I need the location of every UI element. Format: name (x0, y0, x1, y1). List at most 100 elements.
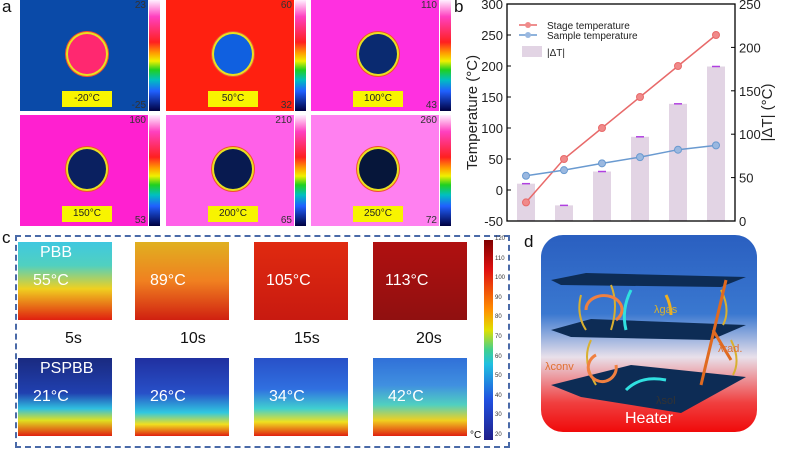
delta-t-bar (593, 171, 611, 221)
pbb-temp: 55°C (33, 272, 69, 289)
stage-temperature-point (522, 198, 530, 207)
time-label: 5s (65, 330, 82, 347)
pbb-cube: 89°C (135, 242, 229, 320)
sample-temperature-point (560, 166, 568, 175)
time-label: 20s (416, 330, 442, 347)
sample-spot (357, 147, 399, 191)
y-axis-label: Temperature (°C) (464, 55, 481, 170)
radiation-arrow (699, 279, 733, 386)
pbb-label: PBB (40, 244, 73, 261)
panel-c-colorbar (484, 240, 493, 440)
scale-min: 53 (134, 215, 146, 226)
pbb-cube: PBB 55°C (18, 242, 112, 320)
top-layer (551, 273, 746, 287)
colorbar-tick: 80 (495, 314, 502, 321)
plot-frame (506, 3, 736, 222)
solid-conduction-arrow (624, 377, 667, 392)
colorbar-tick: 50 (495, 373, 502, 380)
legend-label: Stage temperature (547, 21, 630, 32)
y2-tick-label: 250 (739, 0, 761, 12)
thermal-image: 60 32 50°C (166, 0, 294, 111)
stage-temperature-point (712, 31, 720, 39)
y-tick-label: 150 (481, 90, 503, 105)
pspbb-temp: 42°C (388, 388, 424, 405)
panel-d-schematic: λgas λrad. λconv λsol Heater (541, 235, 757, 432)
time-label: 15s (294, 330, 320, 347)
sample-spot (357, 32, 399, 76)
y-tick-label: 0 (496, 183, 503, 198)
gas-conduction-arrow (664, 294, 673, 316)
stage-temp-tag: 250°C (353, 206, 403, 222)
y2-tick-label: 0 (739, 214, 746, 229)
pbb-temp: 113°C (385, 272, 429, 289)
panel-d-label: d (524, 232, 534, 251)
thermal-colorbar (149, 0, 160, 111)
pspbb-cube: PSPBB 21°C (18, 358, 112, 436)
pbb-cube: 113°C (373, 242, 467, 320)
panel-c-label: c (2, 228, 11, 247)
sample-spot (212, 32, 254, 76)
colorbar-tick: 20 (495, 432, 502, 438)
fibers (578, 284, 738, 386)
sample-spot (66, 32, 108, 76)
lambda-rad-label: λrad. (718, 343, 743, 355)
thermal-colorbar (440, 115, 451, 226)
pspbb-temp: 21°C (33, 388, 69, 405)
thermal-image: 260 72 250°C (311, 115, 439, 226)
thermal-image: 210 65 200°C (166, 115, 294, 226)
pbb-cube: 105°C (254, 242, 348, 320)
scale-max: 260 (420, 115, 437, 126)
sample-temperature-point (598, 159, 606, 168)
pspbb-temp: 34°C (269, 388, 305, 405)
scale-min: 72 (425, 215, 437, 226)
colorbar-tick: 60 (495, 353, 502, 360)
thermal-image: 160 53 150°C (20, 115, 148, 226)
lambda-gas-label: λgas (654, 304, 678, 316)
stage-temperature-point (560, 155, 568, 163)
y2-axis-label: |ΔT| (°C) (759, 84, 776, 142)
panel-a-label: a (2, 0, 12, 16)
legend-swatch (522, 46, 542, 57)
convection-arrow (584, 294, 624, 322)
stage-temp-tag: 50°C (208, 91, 258, 107)
lambda-conv-label: λconv (545, 361, 574, 373)
colorbar-tick: 120 (495, 236, 506, 242)
bottom-layer (551, 365, 746, 413)
y2-tick-label: 200 (739, 40, 761, 55)
sample-temperature-point (674, 145, 682, 154)
pspbb-temp: 26°C (150, 388, 186, 405)
sample-temperature-point (636, 153, 644, 162)
middle-layer (551, 319, 746, 340)
solid-conduction-arrow (622, 289, 633, 331)
scale-min: 43 (425, 100, 437, 111)
sample-spot (66, 147, 108, 191)
colorbar-tick: 110 (495, 255, 505, 262)
y2-tick-label: 150 (739, 84, 761, 99)
y-tick-label: 250 (481, 28, 503, 43)
scale-max: 110 (421, 0, 437, 11)
aerogel-layers-illustration (551, 273, 746, 413)
delta-t-bar (631, 136, 649, 221)
scale-min: -25 (131, 100, 146, 111)
stage-temperature-point (636, 93, 644, 101)
thermal-image: 110 43 100°C (311, 0, 439, 111)
stage-temperature-point (674, 62, 682, 70)
legend-label: |ΔT| (547, 48, 565, 59)
pbb-temp: 89°C (150, 272, 186, 289)
scale-max: 60 (280, 0, 292, 11)
pspbb-cube: 34°C (254, 358, 348, 436)
y-tick-label: 100 (481, 121, 503, 136)
panel-b-label: b (454, 0, 464, 16)
colorbar-tick: 100 (495, 275, 506, 282)
delta-t-bar (669, 103, 687, 221)
time-label: 10s (180, 330, 206, 347)
y-tick-label: -50 (484, 214, 503, 229)
colorbar-tick: 70 (495, 334, 502, 340)
colorbar-tick: 40 (495, 392, 502, 399)
thermal-colorbar (440, 0, 451, 111)
sample-temperature-line (525, 144, 717, 177)
sample-temperature-point (712, 141, 720, 150)
stage-temp-tag: 100°C (353, 91, 403, 107)
scale-max: 160 (129, 115, 146, 126)
colorbar-unit: °C (470, 430, 482, 441)
